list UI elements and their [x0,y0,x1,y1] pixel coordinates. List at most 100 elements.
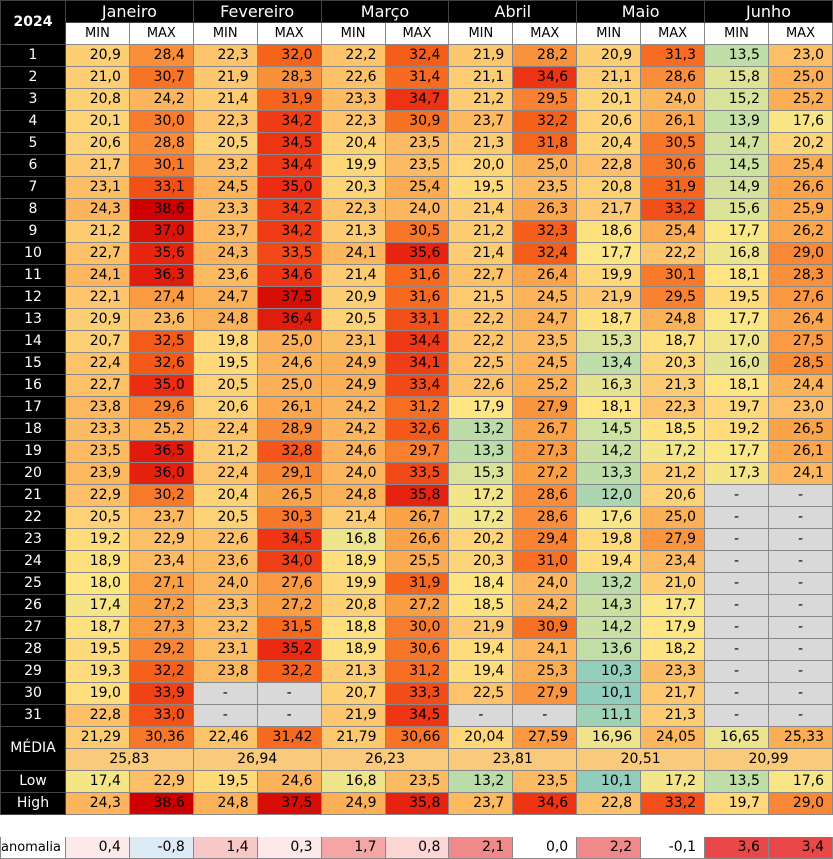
max-header: MAX [512,22,578,45]
anomalia-value: 3,6 [704,836,769,859]
value-cell: 13,9 [704,110,769,133]
value-cell: 25,5 [384,550,450,573]
value-cell: 20,7 [64,330,130,353]
value-cell: 27,6 [767,286,833,309]
blank-cell [576,814,642,837]
value-cell: - [767,528,833,551]
value-cell: 21,2 [448,88,514,111]
day-row: 7 23,1 33,1 24,5 35,0 20,3 25,4 19,5 23,5 20,8 31,… [0,176,833,199]
value-cell: 25,0 [256,374,322,397]
value-cell: 31,2 [384,396,450,419]
value-cell: 14,9 [704,176,769,199]
value-cell: 20,4 [576,132,642,155]
blank-cell [448,814,514,837]
value-cell: 21,9 [576,286,642,309]
value-cell: 13,3 [576,462,642,485]
monthly-mean: 26,23 [320,748,450,771]
anomalia-value: 1,7 [320,836,386,859]
value-cell: 24,3 [64,792,130,815]
value-cell: 10,1 [576,770,642,793]
day-number: 24 [0,550,66,573]
blank-cell [128,814,194,837]
value-cell: 23,9 [64,462,130,485]
min-header: MIN [576,22,642,45]
value-cell: 13,5 [704,44,769,67]
value-cell: 26,5 [767,418,833,441]
value-cell: 17,6 [767,110,833,133]
value-cell: 22,5 [448,352,514,375]
value-cell: 26,1 [767,440,833,463]
value-cell: 20,3 [640,352,706,375]
value-cell: 21,9 [448,44,514,67]
value-cell: 18,9 [320,638,386,661]
value-cell: 29,5 [640,286,706,309]
value-cell: 15,2 [704,88,769,111]
value-cell: 30,0 [384,616,450,639]
value-cell: 38,6 [128,198,194,221]
max-header: MAX [384,22,450,45]
value-cell: 18,9 [320,550,386,573]
value-cell: 18,7 [576,308,642,331]
day-row: 2 21,0 30,7 21,9 28,3 22,6 31,4 21,1 34,6 21,1 28,… [0,66,833,89]
value-cell: 17,7 [704,440,769,463]
day-row: 27 18,7 27,3 23,2 31,5 18,8 30,0 21,9 30,9 14,2 17… [0,616,833,639]
value-cell: 17,2 [448,484,514,507]
day-row: 6 21,7 30,1 23,2 34,4 19,9 23,5 20,0 25,0 22,8 30,… [0,154,833,177]
value-cell: 31,2 [384,660,450,683]
value-cell: 30,9 [512,616,578,639]
value-cell: 30,1 [640,264,706,287]
value-cell: 18,1 [704,264,769,287]
value-cell: 25,4 [767,154,833,177]
value-cell: 23,1 [320,330,386,353]
value-cell: - [704,528,769,551]
anomalia-value: 0,3 [256,836,322,859]
value-cell: 22,3 [192,110,258,133]
value-cell: 24,1 [767,462,833,485]
value-cell: 26,7 [512,418,578,441]
blank-cell [320,814,386,837]
value-cell: 27,9 [640,528,706,551]
value-cell: 32,5 [128,330,194,353]
value-cell: 24,8 [192,308,258,331]
value-cell: 38,6 [128,792,194,815]
value-cell: - [767,616,833,639]
value-cell: 19,2 [704,418,769,441]
value-cell: 17,7 [704,220,769,243]
value-cell: - [767,638,833,661]
value-cell: 24,6 [320,440,386,463]
day-row: 14 20,7 32,5 19,8 25,0 23,1 34,4 22,2 23,5 15,3 18… [0,330,833,353]
value-cell: 23,2 [192,154,258,177]
value-cell: 31,42 [256,726,322,749]
value-cell: 22,2 [448,330,514,353]
blank-cell [256,814,322,837]
value-cell: 20,5 [64,506,130,529]
value-cell: 24,1 [320,242,386,265]
year-label: 2024 [0,0,66,45]
value-cell: - [767,506,833,529]
max-header: MAX [256,22,322,45]
value-cell: 32,3 [512,220,578,243]
value-cell: 23,7 [128,506,194,529]
value-cell: 17,3 [704,462,769,485]
value-cell: 18,6 [576,220,642,243]
value-cell: 20,8 [576,176,642,199]
value-cell: 26,4 [512,264,578,287]
value-cell: 23,0 [767,44,833,67]
value-cell: 26,6 [384,528,450,551]
value-cell: 25,0 [256,330,322,353]
value-cell: 31,9 [256,88,322,111]
value-cell: 22,6 [320,66,386,89]
value-cell: 26,2 [767,220,833,243]
value-cell: 23,1 [192,638,258,661]
value-cell: 15,3 [448,462,514,485]
value-cell: 25,0 [512,154,578,177]
value-cell: 23,6 [192,550,258,573]
anomalia-row: anomalia 0,4 -0,8 1,4 0,3 1,7 0,8 2,1 0,0 2,2 -0,1… [0,836,833,859]
day-row: 15 22,4 32,6 19,5 24,6 24,9 34,1 22,5 24,5 13,4 20… [0,352,833,375]
value-cell: 20,8 [320,594,386,617]
value-cell: 19,4 [448,660,514,683]
value-cell: 22,9 [64,484,130,507]
value-cell: 16,3 [576,374,642,397]
value-cell: 34,6 [512,792,578,815]
